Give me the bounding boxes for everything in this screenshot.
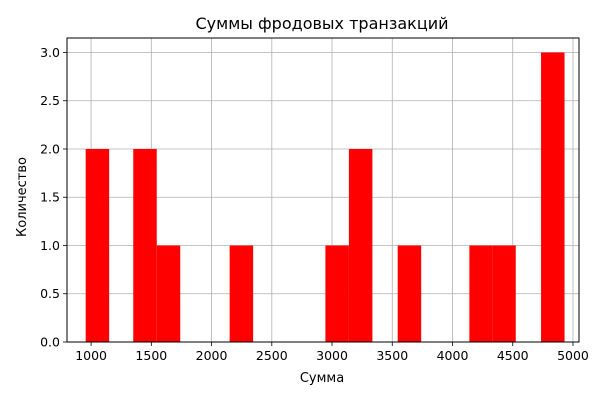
y-tick-label-1: 0.5 — [40, 286, 60, 301]
histogram-bar-3 — [229, 245, 254, 342]
histogram-bars — [85, 52, 565, 342]
histogram-bar-4 — [325, 245, 349, 342]
histogram-bar-0 — [85, 148, 110, 342]
plot-frame — [66, 37, 580, 343]
chart-title: Суммы фродовых транзакций — [196, 14, 449, 33]
x-tick-label-3: 2500 — [256, 348, 288, 363]
x-tick-label-6: 4000 — [437, 348, 469, 363]
x-tick-label-4: 3000 — [316, 348, 348, 363]
y-axis-ticks: 0.0 0.5 1.0 1.5 2.0 2.5 3.0 — [40, 45, 67, 350]
y-tick-label-5: 2.5 — [40, 93, 60, 108]
x-tick-label-2: 2000 — [196, 348, 228, 363]
histogram-bar-7 — [469, 245, 493, 342]
x-tick-label-5: 3500 — [376, 348, 408, 363]
histogram-bar-8 — [492, 245, 516, 342]
x-axis-label: Сумма — [300, 371, 344, 386]
x-tick-label-8: 5000 — [557, 348, 589, 363]
x-tick-label-1: 1500 — [135, 348, 167, 363]
y-tick-label-3: 1.5 — [40, 190, 60, 205]
histogram-bar-6 — [397, 245, 422, 342]
y-tick-label-2: 1.0 — [40, 238, 60, 253]
x-tick-label-0: 1000 — [75, 348, 107, 363]
y-axis-label: Количество — [15, 157, 30, 237]
histogram-bar-1 — [133, 148, 157, 342]
histogram-bar-2 — [156, 245, 181, 342]
histogram-bar-9 — [541, 52, 565, 342]
x-axis-ticks: 1000 1500 2000 2500 3000 3500 4000 4500 5000 — [75, 342, 589, 363]
x-tick-label-7: 4500 — [497, 348, 529, 363]
y-tick-label-6: 3.0 — [40, 45, 60, 60]
y-tick-label-4: 2.0 — [40, 141, 60, 156]
histogram-bar-5 — [348, 148, 373, 342]
y-tick-label-0: 0.0 — [40, 335, 60, 350]
